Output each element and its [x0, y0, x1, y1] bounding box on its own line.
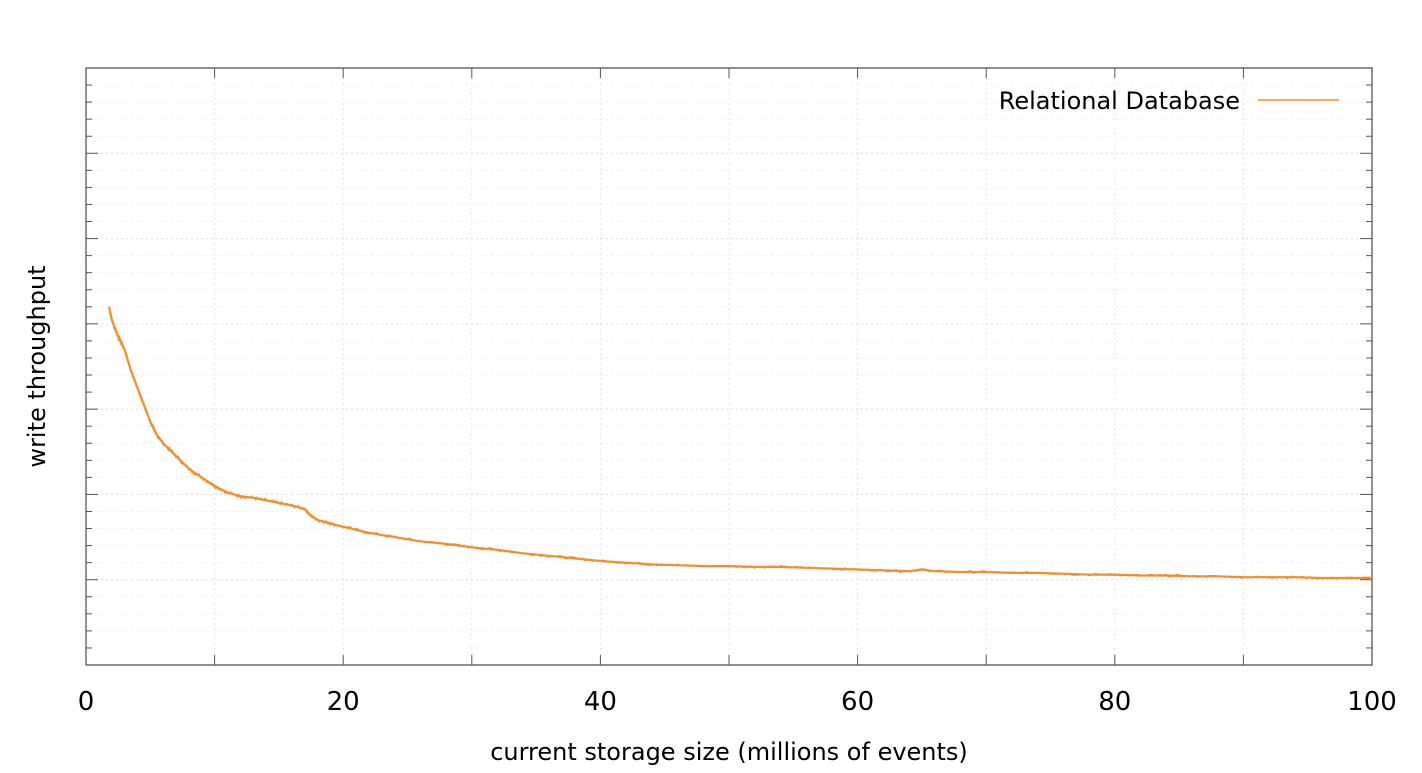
series-layer — [108, 306, 1372, 580]
grid-layer — [86, 68, 1372, 665]
series-trace — [108, 306, 1370, 580]
legend: Relational Database — [999, 87, 1339, 115]
legend-label-relational-database: Relational Database — [999, 87, 1240, 115]
x-tick-label: 20 — [327, 687, 360, 717]
x-tick-label: 100 — [1347, 687, 1397, 717]
x-tick-label: 80 — [1098, 687, 1131, 717]
x-tick-label: 40 — [584, 687, 617, 717]
x-tick-label: 60 — [841, 687, 874, 717]
y-axis-title: write throughput — [23, 265, 51, 467]
series-line — [108, 306, 1372, 580]
x-axis-title: current storage size (millions of events… — [490, 738, 968, 766]
ticks-layer: 0 20 40 60 80 100 — [78, 67, 1397, 717]
x-tick-label: 0 — [78, 687, 95, 717]
